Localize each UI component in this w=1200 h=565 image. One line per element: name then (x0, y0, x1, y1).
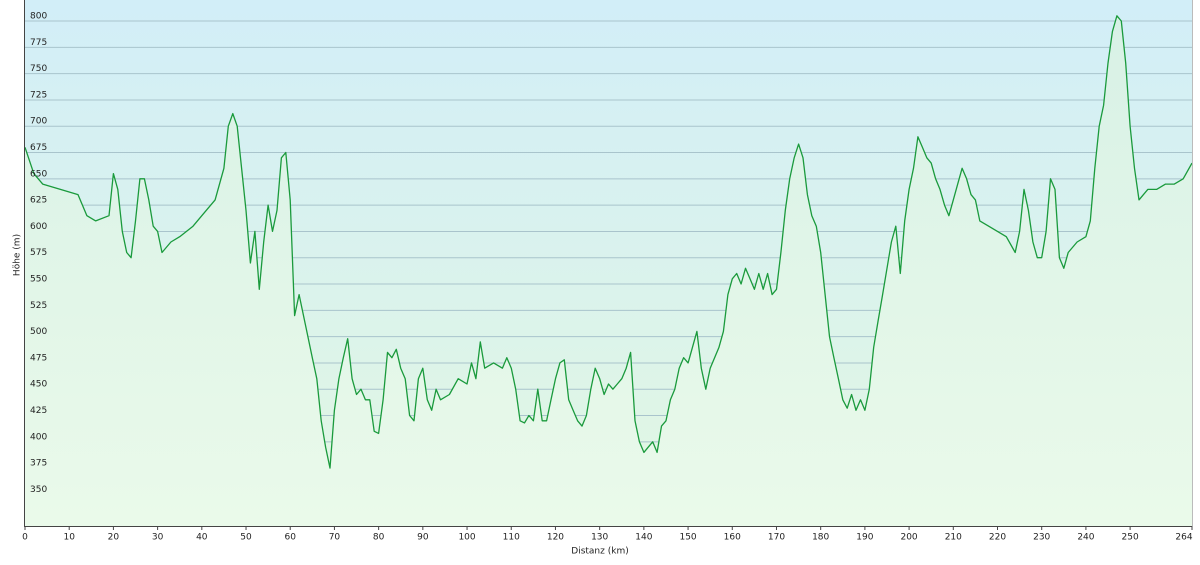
y-tick-label: 475 (30, 353, 47, 363)
x-tick-label: 90 (417, 533, 429, 543)
x-tick-label: 30 (152, 533, 164, 543)
x-tick-label: 40 (196, 533, 208, 543)
y-tick-label: 625 (30, 196, 47, 206)
x-tick-label: 0 (22, 533, 28, 543)
y-tick-label: 800 (30, 12, 47, 22)
area (25, 15, 1192, 527)
x-tick-label: 210 (945, 533, 962, 543)
x-tick-label: 110 (503, 533, 520, 543)
x-tick-label: 250 (1122, 533, 1139, 543)
x-tick-label: 160 (724, 533, 741, 543)
y-tick-label: 750 (30, 64, 47, 74)
y-axis-label: Höhe (m) (13, 234, 23, 276)
x-tick-label: 140 (635, 533, 652, 543)
x-tick-label: 120 (547, 533, 564, 543)
y-tick-label: 675 (30, 143, 47, 153)
y-tick-label: 450 (30, 380, 47, 390)
x-tick-label: 264 (1175, 533, 1192, 543)
x-tick-label: 220 (989, 533, 1006, 543)
y-tick-label: 650 (30, 169, 47, 179)
x-tick-label: 60 (285, 533, 297, 543)
x-tick-label: 150 (679, 533, 696, 543)
y-tick-label: 725 (30, 90, 47, 100)
x-tick-label: 230 (1033, 533, 1050, 543)
y-tick-label: 350 (30, 485, 47, 495)
x-tick-label: 20 (108, 533, 120, 543)
y-tick-label: 775 (30, 38, 47, 48)
y-tick-label: 550 (30, 275, 47, 285)
y-tick-label: 700 (30, 117, 47, 127)
x-tick-label: 190 (856, 533, 873, 543)
y-tick-label: 500 (30, 327, 47, 337)
x-tick-label: 170 (768, 533, 785, 543)
x-axis-label: Distanz (km) (571, 547, 628, 557)
x-tick-label: 70 (329, 533, 341, 543)
x-tick-label: 180 (812, 533, 829, 543)
y-tick-label: 575 (30, 248, 47, 258)
y-tick-label: 525 (30, 301, 47, 311)
x-tick-label: 10 (63, 533, 75, 543)
x-tick-label: 130 (591, 533, 608, 543)
x-tick-label: 50 (240, 533, 252, 543)
x-tick-label: 80 (373, 533, 385, 543)
y-tick-label: 600 (30, 222, 47, 232)
x-tick-label: 200 (900, 533, 917, 543)
x-tick-label: 100 (458, 533, 475, 543)
y-tick-label: 375 (30, 459, 47, 469)
elevation-line (24, 15, 1193, 469)
y-tick-label: 425 (30, 406, 47, 416)
x-tick-label: 240 (1077, 533, 1094, 543)
y-tick-label: 400 (30, 432, 47, 442)
